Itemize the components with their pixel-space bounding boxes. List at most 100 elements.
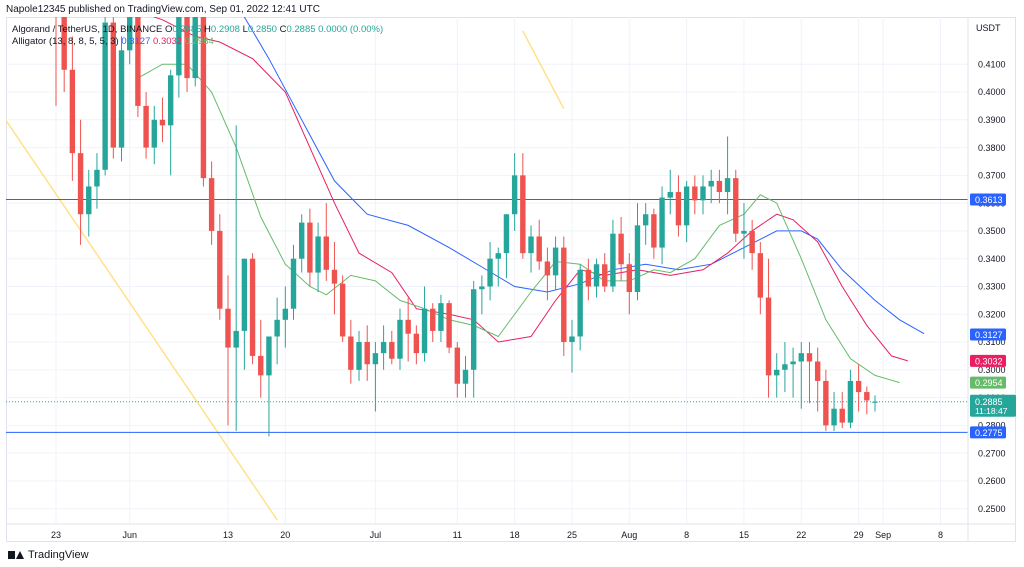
candle[interactable] — [110, 0, 117, 159]
candle[interactable] — [544, 247, 551, 301]
candle[interactable] — [405, 297, 411, 362]
candle[interactable] — [421, 286, 428, 362]
candle[interactable] — [642, 203, 649, 245]
price-axis[interactable]: 0.41000.40000.39000.38000.37000.36000.35… — [978, 59, 1006, 513]
candle[interactable] — [94, 153, 100, 209]
candle[interactable] — [683, 180, 690, 243]
candle[interactable] — [225, 275, 231, 426]
indicator-legend[interactable]: Alligator (13, 8, 8, 5, 5, 3) 0.3127 0.3… — [12, 36, 214, 47]
candle[interactable] — [372, 342, 379, 412]
candle[interactable] — [249, 253, 256, 365]
candle[interactable] — [364, 325, 370, 381]
candle[interactable] — [774, 353, 780, 398]
candle[interactable] — [495, 247, 501, 287]
candle[interactable] — [176, 0, 182, 98]
price-label-hline[interactable]: 0.2775 — [970, 426, 1006, 439]
candle[interactable] — [217, 214, 223, 320]
candle[interactable] — [692, 175, 698, 215]
candle[interactable] — [339, 275, 346, 343]
candle[interactable] — [528, 225, 534, 273]
candle[interactable] — [258, 319, 264, 398]
candle[interactable] — [389, 330, 395, 365]
price-label-hline[interactable]: 0.3613 — [970, 193, 1006, 206]
candle[interactable] — [659, 186, 665, 265]
candle[interactable] — [266, 336, 272, 437]
candle[interactable] — [413, 325, 420, 365]
candle[interactable] — [651, 208, 657, 259]
tradingview-brand[interactable]: TradingView — [8, 549, 89, 561]
candle[interactable] — [86, 169, 92, 237]
candle[interactable] — [855, 364, 862, 412]
trendline[interactable] — [0, 98, 278, 521]
candle[interactable] — [864, 386, 870, 415]
candle[interactable] — [208, 161, 215, 245]
candle[interactable] — [765, 258, 772, 398]
candle[interactable] — [454, 342, 461, 398]
candle[interactable] — [69, 36, 76, 181]
candle[interactable] — [487, 242, 493, 301]
candle[interactable] — [348, 319, 354, 384]
candle[interactable] — [102, 9, 108, 176]
candle[interactable] — [282, 286, 289, 348]
candle[interactable] — [511, 153, 518, 231]
candle[interactable] — [61, 0, 67, 93]
candle[interactable] — [323, 203, 329, 281]
candle[interactable] — [610, 219, 616, 293]
candle[interactable] — [749, 219, 755, 270]
candle[interactable] — [700, 175, 706, 215]
candle[interactable] — [151, 105, 157, 165]
candle[interactable] — [299, 214, 305, 273]
candle[interactable] — [814, 347, 821, 412]
price-label-jaw[interactable]: 0.3127 — [970, 328, 1006, 341]
candle[interactable] — [798, 342, 804, 409]
candle[interactable] — [585, 258, 592, 301]
candle[interactable] — [577, 264, 583, 351]
candle[interactable] — [626, 253, 632, 315]
price-label-teeth[interactable]: 0.3032 — [970, 354, 1006, 367]
candle[interactable] — [192, 0, 198, 87]
candle[interactable] — [806, 342, 813, 404]
candle[interactable] — [872, 395, 878, 412]
candle[interactable] — [470, 280, 477, 398]
candle[interactable] — [667, 169, 673, 215]
candle[interactable] — [290, 244, 297, 320]
candle[interactable] — [618, 217, 624, 281]
candle[interactable] — [724, 136, 731, 215]
candle[interactable] — [520, 153, 526, 259]
candle[interactable] — [356, 330, 362, 381]
candle[interactable] — [446, 300, 452, 354]
candle[interactable] — [233, 125, 239, 431]
candle[interactable] — [118, 36, 125, 162]
candle[interactable] — [733, 169, 739, 243]
candle[interactable] — [675, 175, 682, 237]
trendline[interactable] — [522, 30, 565, 110]
candle[interactable] — [839, 392, 845, 429]
candle[interactable] — [200, 0, 207, 187]
candle[interactable] — [307, 208, 313, 287]
candle[interactable] — [757, 242, 764, 315]
candle[interactable] — [790, 347, 796, 398]
price-label-lips[interactable]: 0.2954 — [970, 376, 1006, 389]
candle[interactable] — [127, 0, 133, 65]
candle[interactable] — [593, 258, 600, 298]
candle[interactable] — [782, 342, 788, 393]
candle[interactable] — [241, 258, 248, 370]
candle[interactable] — [741, 203, 747, 259]
candle[interactable] — [847, 369, 854, 429]
candle[interactable] — [708, 169, 714, 204]
candle[interactable] — [167, 69, 174, 176]
candle[interactable] — [331, 242, 338, 315]
time-axis[interactable]: 23 Jun 13 20 Jul 11 18 25 Aug 8 15 22 29 Sep 8 — [51, 530, 943, 540]
candle[interactable] — [159, 97, 166, 143]
candle[interactable] — [135, 0, 141, 118]
candle[interactable] — [53, 0, 58, 106]
candle[interactable] — [397, 308, 403, 370]
candle[interactable] — [462, 355, 469, 398]
candle[interactable] — [380, 325, 387, 370]
candle[interactable] — [479, 275, 485, 315]
candle[interactable] — [716, 169, 723, 204]
symbol-legend[interactable]: Algorand / TetherUS, 1D, BINANCE O0.2885… — [12, 24, 383, 35]
candle[interactable] — [552, 236, 559, 290]
